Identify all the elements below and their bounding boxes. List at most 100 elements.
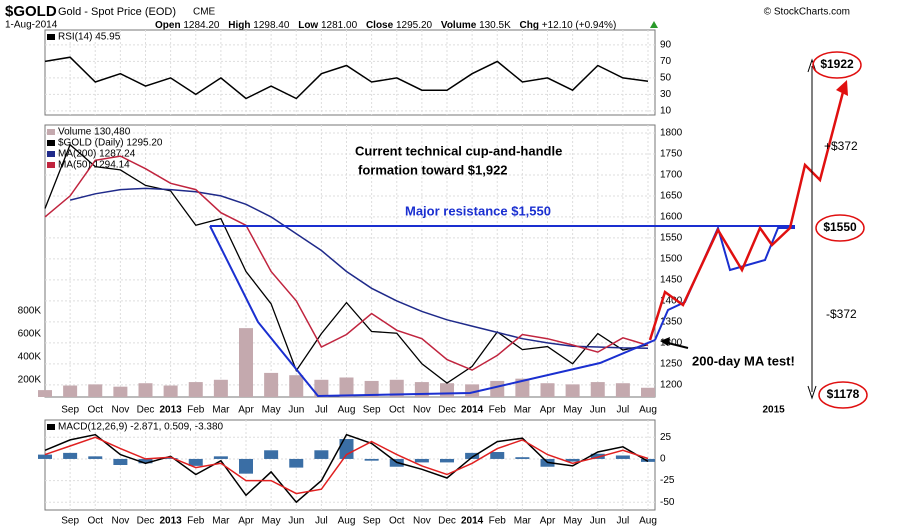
x-tick-label: Jul xyxy=(315,516,328,527)
bar xyxy=(163,458,178,459)
x-tick-label: Feb xyxy=(187,516,205,527)
x-tick-label: Mar xyxy=(514,405,532,416)
annotation: 200-day MA test! xyxy=(692,353,795,368)
y-tick-label: 1550 xyxy=(660,233,683,244)
move-label: +$372 xyxy=(824,139,858,153)
credit: © StockCharts.com xyxy=(764,7,850,18)
bar xyxy=(339,377,354,397)
bar xyxy=(113,386,128,397)
x-tick-label: Sep xyxy=(61,405,79,416)
bar xyxy=(389,379,404,397)
y-tick-label: 1450 xyxy=(660,275,683,286)
y-tick-label: -25 xyxy=(660,475,675,486)
stat-value: 1295.20 xyxy=(396,20,433,31)
legend-swatch xyxy=(47,129,55,135)
y-tick-label: 25 xyxy=(660,432,672,443)
y-tick-label: 90 xyxy=(660,39,672,50)
x-tick-label: Aug xyxy=(639,516,657,527)
bar xyxy=(615,455,630,459)
y2-tick-label: 200K xyxy=(18,374,42,385)
move-label: -$372 xyxy=(826,307,857,321)
y-tick-label: 1400 xyxy=(660,296,683,307)
stat-value: 1281.00 xyxy=(321,20,358,31)
y-tick-label: 0 xyxy=(660,454,666,465)
bar xyxy=(264,450,279,459)
x-tick-label: 2013 xyxy=(160,516,183,527)
bar xyxy=(213,379,228,397)
x-tick-label: Apr xyxy=(238,516,254,527)
x-tick-label: 2015 xyxy=(763,405,786,416)
x-tick-label: Oct xyxy=(87,405,103,416)
x-tick-label: Jul xyxy=(616,405,629,416)
bar xyxy=(641,458,655,462)
x-tick-label: Aug xyxy=(338,405,356,416)
x-tick-label: Mar xyxy=(514,516,532,527)
bar xyxy=(440,458,454,463)
bar xyxy=(364,380,379,397)
bar xyxy=(515,378,530,397)
series-line xyxy=(44,433,649,504)
bar xyxy=(440,383,454,397)
price-panel xyxy=(44,124,656,398)
stat-label: Volume xyxy=(441,20,477,31)
up-arrow xyxy=(650,21,658,28)
bar xyxy=(289,375,304,397)
y-tick-label: 10 xyxy=(660,106,672,117)
bar xyxy=(63,452,78,459)
series-line xyxy=(44,56,649,100)
y-tick-label: 70 xyxy=(660,56,672,67)
rsi-panel xyxy=(44,29,656,116)
legend-swatch xyxy=(47,140,55,146)
x-tick-label: Apr xyxy=(540,405,556,416)
y-tick-label: 1700 xyxy=(660,170,683,181)
bar xyxy=(339,439,354,459)
bar xyxy=(113,458,128,465)
bar xyxy=(138,458,153,464)
legend-label: MA(200) 1287.24 xyxy=(58,149,136,160)
y-tick-label: 1600 xyxy=(660,212,683,223)
stat-label: Low xyxy=(298,20,318,31)
bar xyxy=(264,372,279,397)
x-tick-label: Jun xyxy=(590,516,606,527)
bar xyxy=(565,384,580,397)
x-tick-label: Oct xyxy=(389,516,405,527)
y2-tick-label: 600K xyxy=(18,329,42,340)
y-tick-label: 1250 xyxy=(660,358,683,369)
symbol: $GOLD xyxy=(5,3,57,20)
bar xyxy=(88,456,103,459)
bar xyxy=(138,383,153,397)
bar xyxy=(540,383,555,397)
x-tick-label: Oct xyxy=(389,405,405,416)
x-tick-label: Feb xyxy=(489,516,507,527)
x-tick-label: 2014 xyxy=(461,405,484,416)
legend-label: RSI(14) 45.95 xyxy=(58,32,121,43)
x-tick-label: Nov xyxy=(413,516,431,527)
annotation: formation toward $1,922 xyxy=(358,162,508,177)
target-label: $1178 xyxy=(827,387,860,401)
instrument-name: Gold - Spot Price (EOD) xyxy=(58,6,176,18)
series-line xyxy=(44,436,649,495)
y-tick-label: 1350 xyxy=(660,317,683,328)
x-tick-label: Mar xyxy=(212,405,230,416)
series-line xyxy=(44,143,649,384)
date: 1-Aug-2014 xyxy=(5,20,58,31)
bar xyxy=(490,380,505,397)
x-tick-label: Jun xyxy=(590,405,606,416)
bar xyxy=(465,452,480,459)
x-tick-label: 2014 xyxy=(461,516,484,527)
stat-label: Open xyxy=(155,20,181,31)
x-tick-label: Jun xyxy=(288,516,304,527)
x-tick-label: Sep xyxy=(61,516,79,527)
exchange: CME xyxy=(193,7,216,18)
bar xyxy=(63,385,78,397)
y-tick-label: 30 xyxy=(660,89,672,100)
stat-label: Chg xyxy=(520,20,539,31)
bar xyxy=(565,458,580,462)
bar xyxy=(88,384,103,397)
bar xyxy=(38,454,52,459)
x-tick-label: Jun xyxy=(288,405,304,416)
y-tick-label: 1200 xyxy=(660,379,683,390)
y-tick-label: -50 xyxy=(660,497,675,508)
legend-swatch xyxy=(47,162,55,168)
